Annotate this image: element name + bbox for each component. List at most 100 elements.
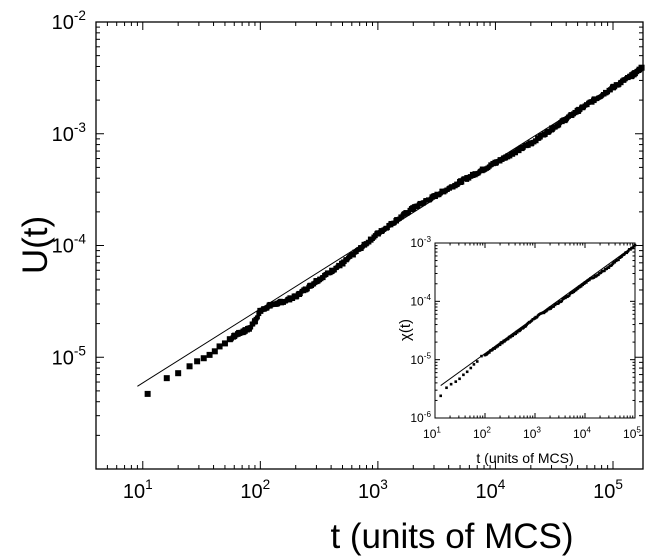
- data-point: [460, 180, 465, 185]
- data-point: [211, 348, 218, 355]
- data-point: [257, 311, 262, 317]
- x-tick-label: 104: [476, 477, 506, 503]
- data-point: [613, 85, 618, 90]
- x-tick-label: 102: [473, 426, 491, 441]
- data-point: [216, 343, 223, 350]
- data-point: [351, 253, 356, 258]
- y-tick-label: 10-4: [410, 293, 431, 308]
- data-point: [454, 380, 458, 383]
- data-point: [556, 123, 562, 128]
- data-point: [580, 285, 583, 288]
- data-point: [241, 330, 246, 336]
- inset-x-axis-label: t (units of MCS): [476, 450, 573, 466]
- data-point: [526, 143, 531, 148]
- x-tick-label: 101: [123, 477, 153, 503]
- data-point: [469, 366, 473, 370]
- x-tick-label: 103: [523, 426, 541, 441]
- y-tick-label: 10-6: [410, 410, 431, 425]
- data-point: [402, 212, 407, 217]
- y-tick-label: 10-5: [410, 351, 431, 366]
- data-point: [252, 320, 258, 325]
- data-point: [163, 375, 170, 382]
- data-point: [568, 294, 571, 297]
- data-point: [619, 80, 624, 86]
- data-point: [501, 340, 505, 344]
- data-point: [524, 324, 528, 328]
- main-y-axis-label: U(t): [16, 216, 55, 274]
- main-chart: 101 102 103 104 105 10-5 10-4 10-3 10-2 t (units…: [16, 8, 645, 556]
- data-point: [560, 119, 565, 125]
- data-point: [221, 340, 228, 347]
- data-point: [498, 343, 502, 347]
- data-point: [495, 346, 498, 349]
- y-tick-label: 10-5: [52, 343, 86, 369]
- data-point: [514, 332, 518, 336]
- data-point: [538, 135, 543, 140]
- data-point: [534, 139, 539, 144]
- data-point: [144, 390, 151, 397]
- data-point: [438, 191, 443, 196]
- y-tick-label: 10-3: [52, 120, 86, 146]
- data-point: [324, 272, 329, 278]
- inset-y-axis-label: χ(t): [397, 319, 414, 341]
- data-point: [564, 296, 567, 300]
- data-point: [607, 266, 611, 269]
- data-point: [519, 328, 522, 331]
- x-tick-label: 105: [623, 426, 641, 441]
- data-point: [367, 240, 372, 245]
- data-point: [458, 377, 461, 381]
- data-point: [617, 258, 620, 262]
- data-point: [588, 278, 591, 282]
- data-point: [543, 132, 548, 137]
- data-point: [516, 331, 519, 334]
- data-point: [578, 107, 583, 112]
- data-point: [200, 355, 207, 362]
- data-point: [603, 269, 606, 273]
- x-tick-label: 103: [358, 477, 388, 503]
- data-point: [305, 287, 310, 292]
- data-point: [472, 363, 476, 366]
- data-point: [206, 351, 213, 358]
- data-point: [449, 382, 453, 386]
- data-point: [507, 337, 510, 341]
- x-tick-label: 101: [423, 426, 441, 441]
- data-point: [557, 302, 560, 305]
- data-point: [585, 281, 588, 284]
- data-point: [465, 370, 469, 374]
- inset-data-series: [439, 243, 637, 398]
- x-tick-label: 102: [240, 477, 270, 503]
- data-point: [620, 255, 623, 258]
- main-tick-labels: 101 102 103 104 105 10-5 10-4 10-3 10-2: [52, 8, 623, 503]
- data-point: [513, 151, 518, 156]
- data-point: [385, 225, 390, 231]
- data-point: [248, 325, 254, 330]
- inset-tick-labels: 101 102 103 104 105 10-6 10-5 10-4 10-3: [410, 235, 641, 441]
- data-point: [627, 249, 630, 253]
- data-point: [585, 102, 590, 108]
- data-point: [552, 305, 555, 308]
- data-point: [511, 334, 515, 337]
- data-point: [298, 291, 303, 297]
- data-point: [493, 347, 496, 350]
- data-point: [530, 319, 534, 322]
- data-point: [630, 74, 635, 79]
- data-point: [491, 348, 494, 352]
- data-point: [186, 363, 193, 370]
- data-point: [175, 370, 182, 377]
- data-point: [255, 315, 260, 320]
- data-point: [488, 351, 491, 354]
- x-tick-label: 104: [573, 426, 591, 441]
- data-point: [554, 303, 557, 307]
- fit-line: [440, 244, 636, 386]
- main-data-series: [137, 64, 645, 397]
- y-tick-label: 10-2: [52, 8, 86, 34]
- data-point: [536, 315, 539, 319]
- data-point: [617, 82, 622, 87]
- y-tick-label: 10-4: [52, 232, 87, 258]
- data-point: [548, 307, 551, 311]
- data-point: [577, 286, 580, 290]
- data-point: [332, 268, 337, 273]
- data-point: [338, 264, 343, 269]
- data-point: [597, 273, 600, 277]
- data-point: [517, 148, 522, 154]
